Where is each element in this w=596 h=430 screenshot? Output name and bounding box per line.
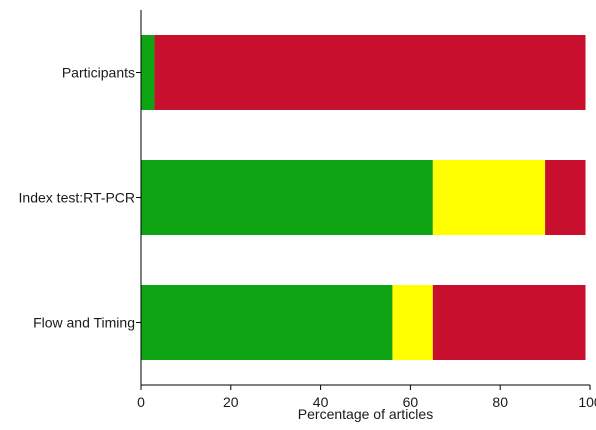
bar-segment: [141, 160, 433, 235]
category-label: Participants: [62, 65, 135, 81]
x-tick-label: 100: [578, 394, 596, 410]
bars-layer: [141, 35, 586, 360]
bar-segment: [154, 35, 586, 110]
x-tick-label: 20: [223, 394, 239, 410]
x-axis-title: Percentage of articles: [298, 406, 433, 422]
bar-segment: [141, 285, 393, 360]
bar-segment: [392, 285, 433, 360]
bar-segment: [545, 160, 586, 235]
bar-segment: [141, 35, 155, 110]
y-axis: Participants Index test:RT-PCR Flow and Ti…: [19, 10, 142, 385]
x-axis: 0 20 40 60 80 100: [137, 384, 596, 410]
x-tick-label: 60: [403, 394, 419, 410]
x-tick-label: 40: [313, 394, 329, 410]
bar-segment: [432, 160, 546, 235]
x-tick-label: 0: [137, 394, 145, 410]
x-tick-label: 80: [492, 394, 508, 410]
category-label: Flow and Timing: [33, 315, 135, 331]
bar-segment: [432, 285, 586, 360]
category-label: Index test:RT-PCR: [19, 190, 135, 206]
